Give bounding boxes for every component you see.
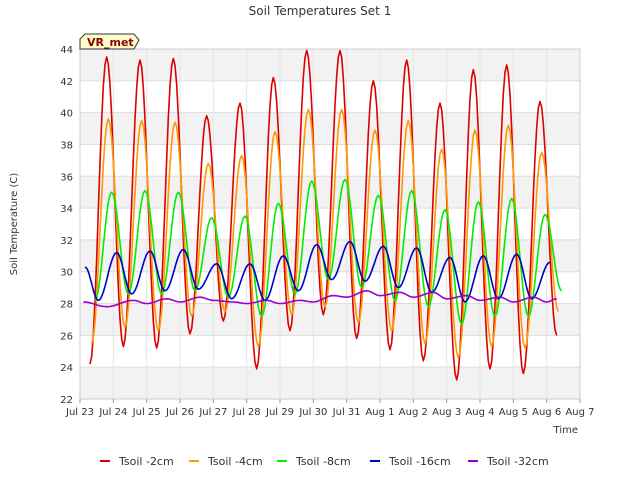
series-line-tsoil-2cm (89, 49, 558, 381)
y-axis-ticks: 22 24 26 28 30 32 34 36 38 40 42 44 (60, 45, 73, 406)
plot-band (80, 176, 580, 209)
plot-band (80, 367, 580, 399)
y-tick-label: 34 (60, 204, 73, 215)
legend-label: Tsoil -32cm (486, 455, 549, 468)
legend-label: Tsoil -16cm (388, 455, 451, 468)
x-tick-label: Aug 5 (499, 407, 528, 418)
x-tick-label: Aug 1 (365, 407, 394, 418)
legend-label: Tsoil -2cm (118, 455, 174, 468)
x-tick-label: Jul 26 (165, 407, 194, 418)
x-tick-label: Jul 25 (132, 407, 161, 418)
badge-label: VR_met (87, 36, 134, 49)
y-tick-label: 22 (60, 395, 73, 406)
x-tick-label: Jul 30 (298, 407, 327, 418)
badge-shape (79, 33, 140, 50)
x-tick-label: Aug 6 (532, 407, 561, 418)
y-tick-label: 40 (60, 109, 73, 120)
series-line-tsoil-8cm (94, 178, 563, 325)
x-tick-label: Jul 27 (198, 407, 227, 418)
plot-band (80, 112, 580, 145)
legend: Tsoil -2cm Tsoil -4cm Tsoil -8cm Tsoil -16c… (100, 455, 549, 468)
x-tick-label: Jul 24 (98, 407, 127, 418)
y-tick-label: 42 (60, 77, 73, 88)
x-tick-label: Jul 28 (232, 407, 261, 418)
plot-frame (79, 48, 581, 400)
y-tick-label: 30 (60, 268, 73, 279)
x-tick-label: Aug 3 (432, 407, 461, 418)
series-line-tsoil-16cm (84, 240, 551, 303)
x-tick-label: Aug 4 (465, 407, 494, 418)
series-line-tsoil-4cm (90, 108, 560, 359)
y-tick-label: 26 (60, 331, 73, 342)
x-axis-ticks: Jul 23 Jul 24 Jul 25 Jul 26 Jul 27 Jul 28 Jul … (65, 399, 595, 418)
y-tick-label: 24 (60, 363, 73, 374)
x-tick-label: Jul 29 (265, 407, 294, 418)
x-tick-label: Jul 23 (65, 407, 94, 418)
series-layer (83, 49, 563, 381)
chart-title: Soil Temperatures Set 1 (249, 4, 392, 18)
x-tick-label: Jul 31 (332, 407, 361, 418)
x-axis-label: Time (553, 425, 578, 436)
station-badge: VR_met (79, 33, 140, 50)
x-tick-label: Aug 7 (565, 407, 594, 418)
y-tick-label: 32 (60, 236, 73, 247)
y-tick-label: 36 (60, 172, 73, 183)
series-line-tsoil-32cm (83, 290, 557, 308)
legend-label: Tsoil -8cm (295, 455, 351, 468)
y-tick-label: 38 (60, 140, 73, 151)
x-tick-label: Aug 2 (399, 407, 428, 418)
y-tick-label: 28 (60, 300, 73, 311)
legend-label: Tsoil -4cm (207, 455, 263, 468)
plot-band (80, 49, 580, 81)
y-axis-label: Soil Temperature (C) (9, 173, 20, 276)
y-tick-label: 44 (60, 45, 73, 56)
